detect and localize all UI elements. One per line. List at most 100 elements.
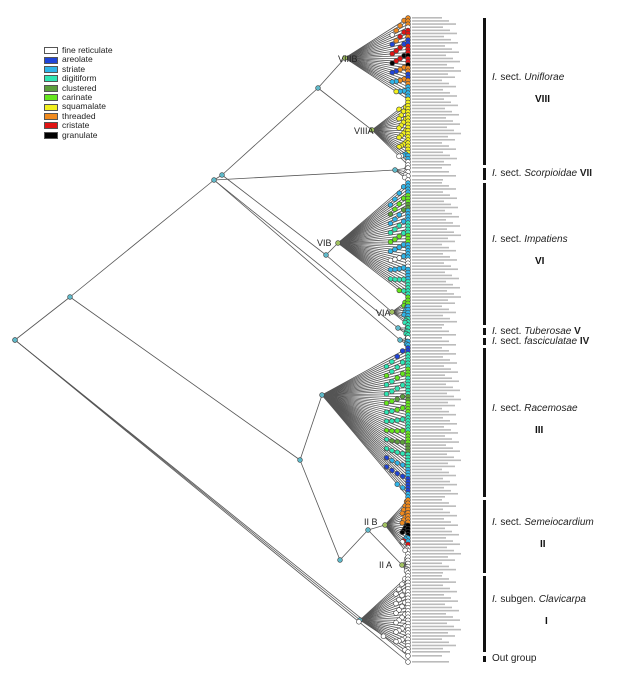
taxon-name — [412, 32, 457, 35]
tip-branch — [321, 394, 409, 431]
taxon-name — [412, 540, 453, 542]
legend-swatch — [44, 65, 58, 73]
ancestral-state-node — [394, 385, 400, 392]
taxon-name — [412, 29, 450, 32]
tip-branch — [321, 394, 409, 410]
taxon-name — [412, 271, 445, 274]
taxon-name — [412, 518, 444, 520]
taxon-name — [412, 135, 448, 138]
taxon-name — [412, 185, 449, 187]
section-label: I. sect. Racemosae — [492, 402, 578, 414]
tip-branch — [337, 210, 409, 244]
tip-branch — [344, 17, 409, 59]
taxon-name — [412, 552, 461, 555]
tip-branch — [359, 597, 409, 621]
legend-swatch — [44, 56, 58, 64]
taxon-name — [412, 651, 450, 653]
ancestral-state-node — [396, 144, 402, 150]
taxon-name — [412, 468, 442, 471]
ancestral-state-node — [394, 470, 400, 477]
section-label: I. subgen. Clavicarpa — [492, 594, 586, 605]
taxon-name — [412, 120, 453, 122]
taxon-name — [412, 259, 457, 261]
taxon-name — [412, 600, 458, 602]
ancestral-state-node — [402, 547, 408, 554]
ancestral-state-node — [396, 287, 402, 294]
taxon-name — [412, 413, 456, 416]
taxon-name — [412, 256, 450, 258]
internal-node — [337, 557, 343, 563]
taxon-name — [412, 167, 442, 169]
taxon-name — [412, 171, 449, 173]
legend-swatch — [44, 112, 58, 120]
section-bar — [483, 168, 486, 180]
subclade-node — [369, 127, 375, 133]
tip-branch — [321, 394, 409, 443]
taxon-name — [412, 57, 453, 60]
taxon-name — [412, 622, 447, 625]
taxon-name — [412, 537, 446, 539]
section-label: I. sect. Tuberosae V — [492, 325, 581, 337]
tip-branch — [371, 129, 409, 166]
taxon-name — [412, 164, 451, 166]
tip-branch — [359, 585, 409, 621]
taxon-name — [412, 556, 448, 558]
taxon-name — [412, 447, 453, 449]
ancestral-state-node — [392, 226, 398, 233]
tip-branch — [321, 350, 409, 396]
clade-node — [323, 252, 329, 258]
taxon-name — [412, 407, 442, 410]
tip-branch — [344, 30, 409, 59]
taxon-name — [412, 432, 458, 434]
tip-branch — [371, 129, 409, 156]
legend-item: squamalate — [44, 101, 113, 111]
taxon-name — [412, 113, 459, 116]
clade-label: VIB — [317, 238, 332, 248]
tip-branch — [321, 368, 409, 396]
taxon-name — [412, 477, 443, 480]
taxon-name — [412, 389, 460, 392]
taxon-name — [412, 429, 451, 431]
tip-branch — [14, 339, 409, 657]
tip-branch — [337, 242, 409, 292]
tip-branch — [321, 393, 409, 396]
branch — [69, 296, 301, 461]
ancestral-state-node — [396, 233, 402, 240]
taxon-name — [412, 104, 458, 107]
tip-branch — [371, 129, 409, 144]
taxon-name — [412, 383, 446, 386]
tip-branch — [337, 216, 409, 244]
ancestral-state-node — [400, 230, 407, 236]
taxon-name — [412, 492, 458, 495]
taxon-name — [412, 456, 454, 459]
taxon-name — [412, 314, 443, 317]
tip-branch — [371, 129, 409, 131]
taxon-name — [412, 38, 451, 41]
taxon-name — [412, 530, 452, 533]
taxon-name — [412, 508, 443, 511]
taxon-name — [412, 368, 451, 370]
tip-branch — [337, 242, 409, 255]
taxon-name — [412, 280, 446, 283]
taxon-name — [412, 438, 452, 440]
taxon-name — [412, 559, 455, 561]
taxon-name — [412, 489, 451, 492]
tip-branch — [337, 242, 409, 295]
clade-label: II A — [379, 560, 393, 570]
tip-branch — [337, 222, 409, 244]
section-label: I. sect. Scorpioidae VII — [492, 168, 593, 179]
tip-branch — [359, 619, 409, 640]
taxon-name — [412, 107, 445, 110]
taxon-name — [412, 268, 458, 271]
subclade-node — [382, 522, 388, 528]
taxon-name — [412, 398, 461, 401]
ancestral-state-node — [393, 88, 399, 95]
taxon-name — [412, 549, 454, 552]
taxon-name — [412, 416, 443, 419]
taxon-name — [412, 311, 456, 314]
legend-label: granulate — [62, 129, 98, 140]
taxon-name — [412, 45, 445, 47]
taxon-name — [412, 194, 450, 196]
taxon-name — [412, 441, 459, 443]
taxon-name — [412, 157, 457, 160]
